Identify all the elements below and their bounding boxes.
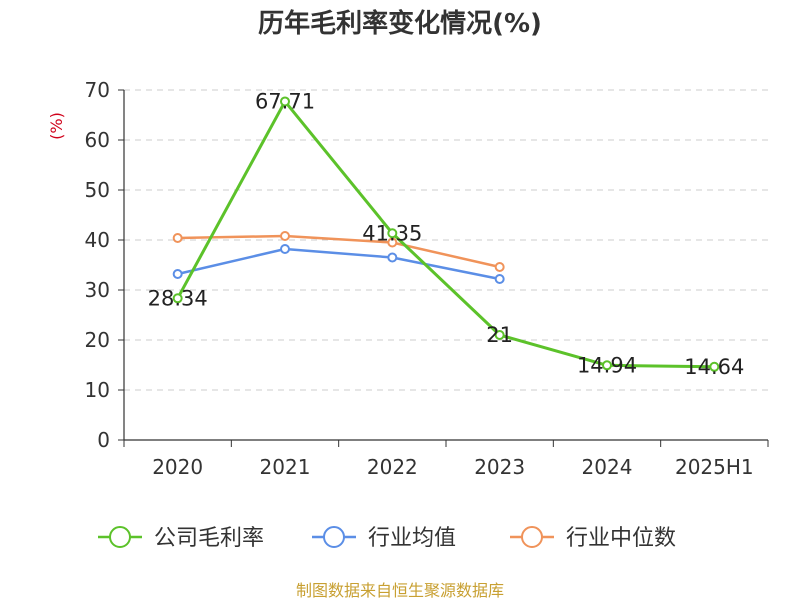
data-point [387,237,398,248]
series-line [176,99,715,369]
x-tick-label: 2024 [582,455,633,479]
x-tick-label: 2025H1 [675,455,754,479]
legend-item[interactable]: 公司毛利率 [98,526,264,551]
axes: 0 10 20 30 40 50 60 70 2020 2021 2022 2023 2024 2025H… [85,78,769,479]
data-labels: 28.34 67.71 41.35 21 14.94 14.64 [148,89,745,378]
data-point [280,231,290,241]
y-tick-label: 50 [85,178,110,202]
legend-marker [323,526,345,548]
data-label: 67.71 [255,89,315,113]
legend[interactable]: 公司毛利率 行业均值 行业中位数 [98,526,676,551]
data-label: 14.64 [684,355,744,379]
legend-label: 行业中位数 [566,526,676,551]
series-line [177,247,500,281]
y-tick-label: 20 [85,328,110,352]
source-note: 制图数据来自恒生聚源数据库 [296,581,504,600]
x-tick-label: 2023 [474,455,525,479]
series-lines [172,96,720,372]
legend-marker [109,526,131,548]
series-line [177,234,500,269]
y-tick-label: 60 [85,128,110,152]
x-tick-label: 2021 [260,455,311,479]
grid-lines [124,89,768,391]
legend-marker [521,526,543,548]
chart-title: 历年毛利率变化情况(%) [258,8,542,39]
legend-label: 行业均值 [368,526,456,551]
data-point [494,274,505,284]
data-point [387,252,398,263]
x-tick-label: 2022 [367,455,418,479]
data-point [172,269,183,279]
y-tick-label: 10 [85,378,110,402]
data-label: 41.35 [362,221,422,245]
data-point [387,228,398,239]
y-tick-label: 30 [85,278,110,302]
legend-label: 公司毛利率 [154,526,264,551]
data-label: 28.34 [148,286,208,310]
legend-item[interactable]: 行业均值 [312,526,456,551]
y-tick-label: 70 [85,78,110,102]
y-tick-label: 0 [97,428,110,452]
data-label: 14.94 [577,353,637,377]
legend-item[interactable]: 行业中位数 [510,526,676,551]
data-point [494,330,505,340]
y-axis-label: (%) [47,112,66,140]
data-point [602,360,612,371]
data-label: 21 [486,323,513,347]
data-point [280,244,290,254]
data-point [172,293,183,304]
data-point [172,233,183,243]
data-point [280,96,290,107]
y-tick-label: 40 [85,228,110,252]
x-tick-label: 2020 [152,455,203,479]
data-point [709,361,720,372]
data-point [494,262,505,272]
